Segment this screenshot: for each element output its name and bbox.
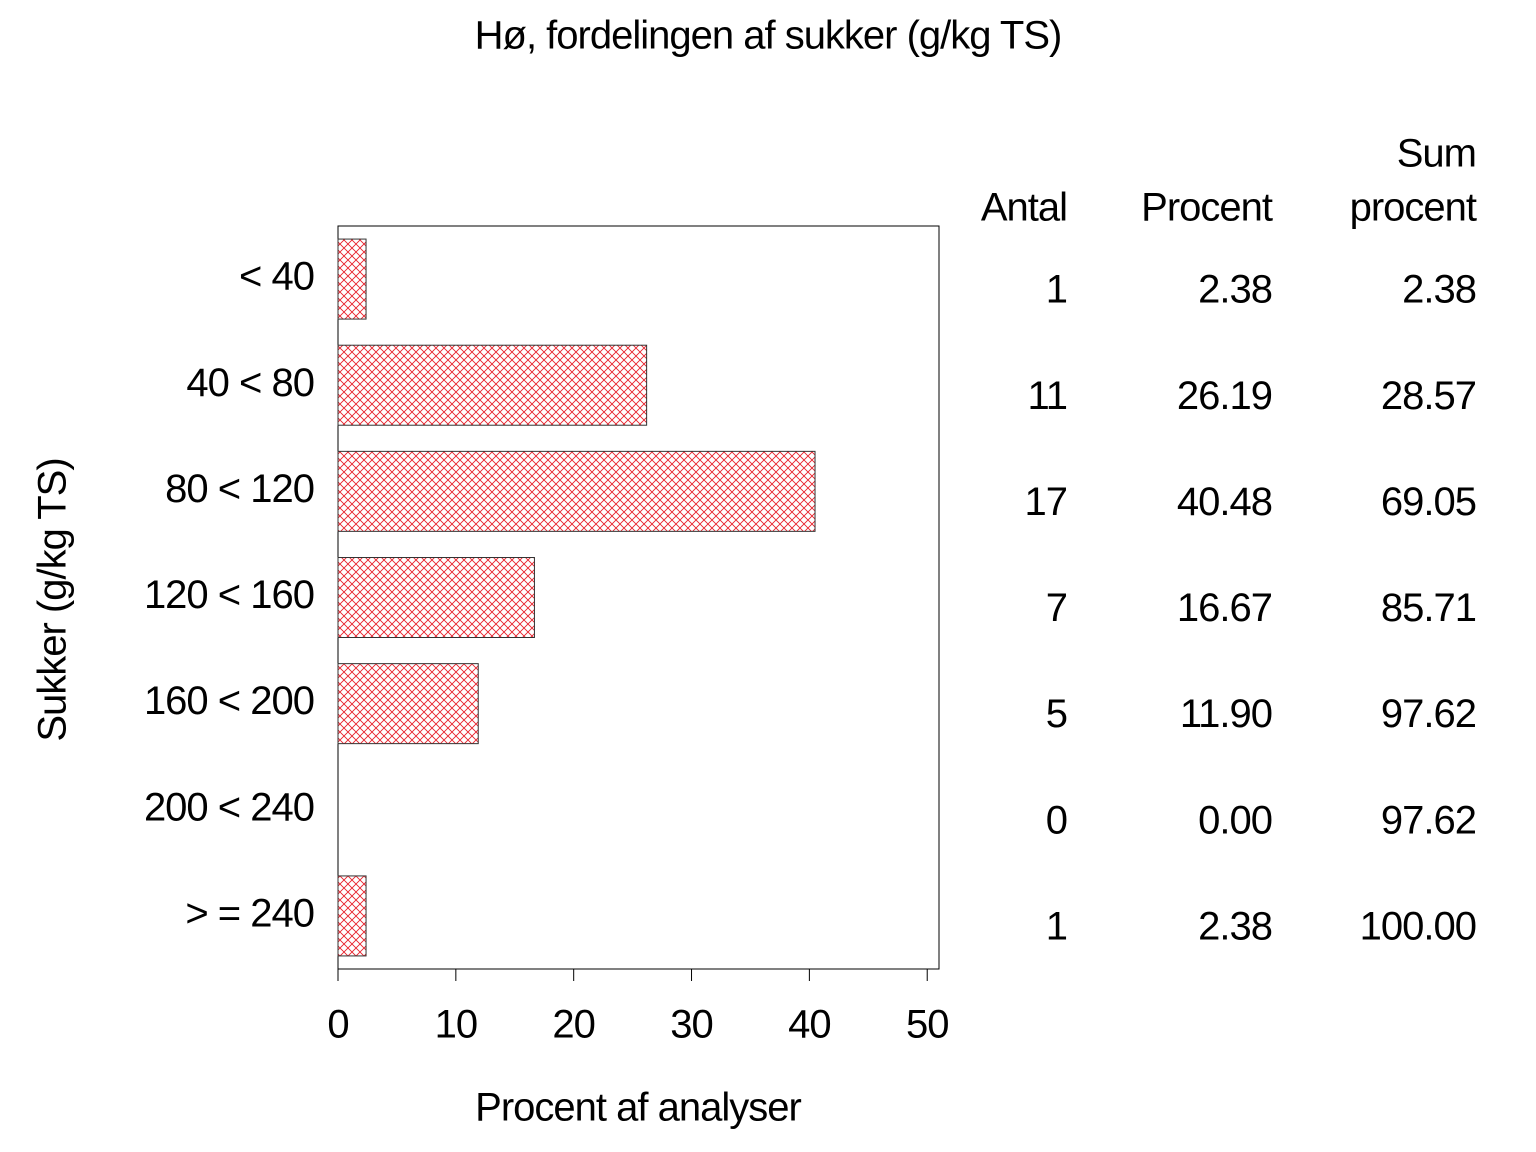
table-percent: 11.90 xyxy=(1180,692,1272,736)
x-tick-label: 0 xyxy=(327,1003,348,1047)
table-count: 1 xyxy=(1046,268,1067,312)
table-cumulative: 97.62 xyxy=(1381,798,1476,842)
table-header: Procent xyxy=(1141,186,1273,230)
table-count: 17 xyxy=(1025,480,1068,524)
table-header: Sum xyxy=(1397,132,1476,176)
x-tick-label: 40 xyxy=(788,1003,831,1047)
bar xyxy=(337,238,367,320)
table-header: Antal xyxy=(981,186,1067,230)
table-cumulative: 97.62 xyxy=(1381,692,1476,736)
x-tick-label: 20 xyxy=(552,1003,595,1047)
chart-title: Hø, fordelingen af sukker (g/kg TS) xyxy=(475,14,1062,58)
bar xyxy=(337,663,479,745)
y-axis-title: Sukker (g/kg TS) xyxy=(31,458,75,741)
table-percent: 26.19 xyxy=(1177,374,1272,418)
y-tick-label: 160 < 200 xyxy=(144,679,314,723)
table-count: 11 xyxy=(1027,374,1067,418)
table-cumulative: 100.00 xyxy=(1360,904,1476,948)
table-header: procent xyxy=(1350,186,1477,230)
y-tick-label: > = 240 xyxy=(185,891,314,935)
table-percent: 16.67 xyxy=(1177,586,1272,630)
y-tick-label: 40 < 80 xyxy=(186,361,314,405)
table-count: 5 xyxy=(1046,692,1067,736)
bar xyxy=(337,344,648,426)
bar xyxy=(337,557,535,638)
x-tick-label: 10 xyxy=(435,1003,478,1047)
y-tick-label: 120 < 160 xyxy=(144,573,314,617)
bar xyxy=(337,875,367,957)
table-count: 7 xyxy=(1046,586,1067,630)
bar xyxy=(337,450,816,532)
y-tick-label: < 40 xyxy=(239,255,314,299)
table-cumulative: 28.57 xyxy=(1381,374,1476,418)
table-cumulative: 69.05 xyxy=(1381,480,1476,524)
table-count: 1 xyxy=(1046,904,1067,948)
y-tick-label: 80 < 120 xyxy=(165,467,314,511)
table-cumulative: 85.71 xyxy=(1381,586,1476,630)
x-tick-label: 50 xyxy=(906,1003,949,1047)
table-percent: 2.38 xyxy=(1198,904,1272,948)
table-percent: 0.00 xyxy=(1198,798,1272,842)
x-tick-label: 30 xyxy=(670,1003,713,1047)
y-tick-label: 200 < 240 xyxy=(144,785,314,829)
table-cumulative: 2.38 xyxy=(1402,268,1476,312)
x-axis-title: Procent af analyser xyxy=(475,1086,801,1130)
table-percent: 40.48 xyxy=(1177,480,1272,524)
table-count: 0 xyxy=(1046,798,1067,842)
table-percent: 2.38 xyxy=(1198,268,1272,312)
